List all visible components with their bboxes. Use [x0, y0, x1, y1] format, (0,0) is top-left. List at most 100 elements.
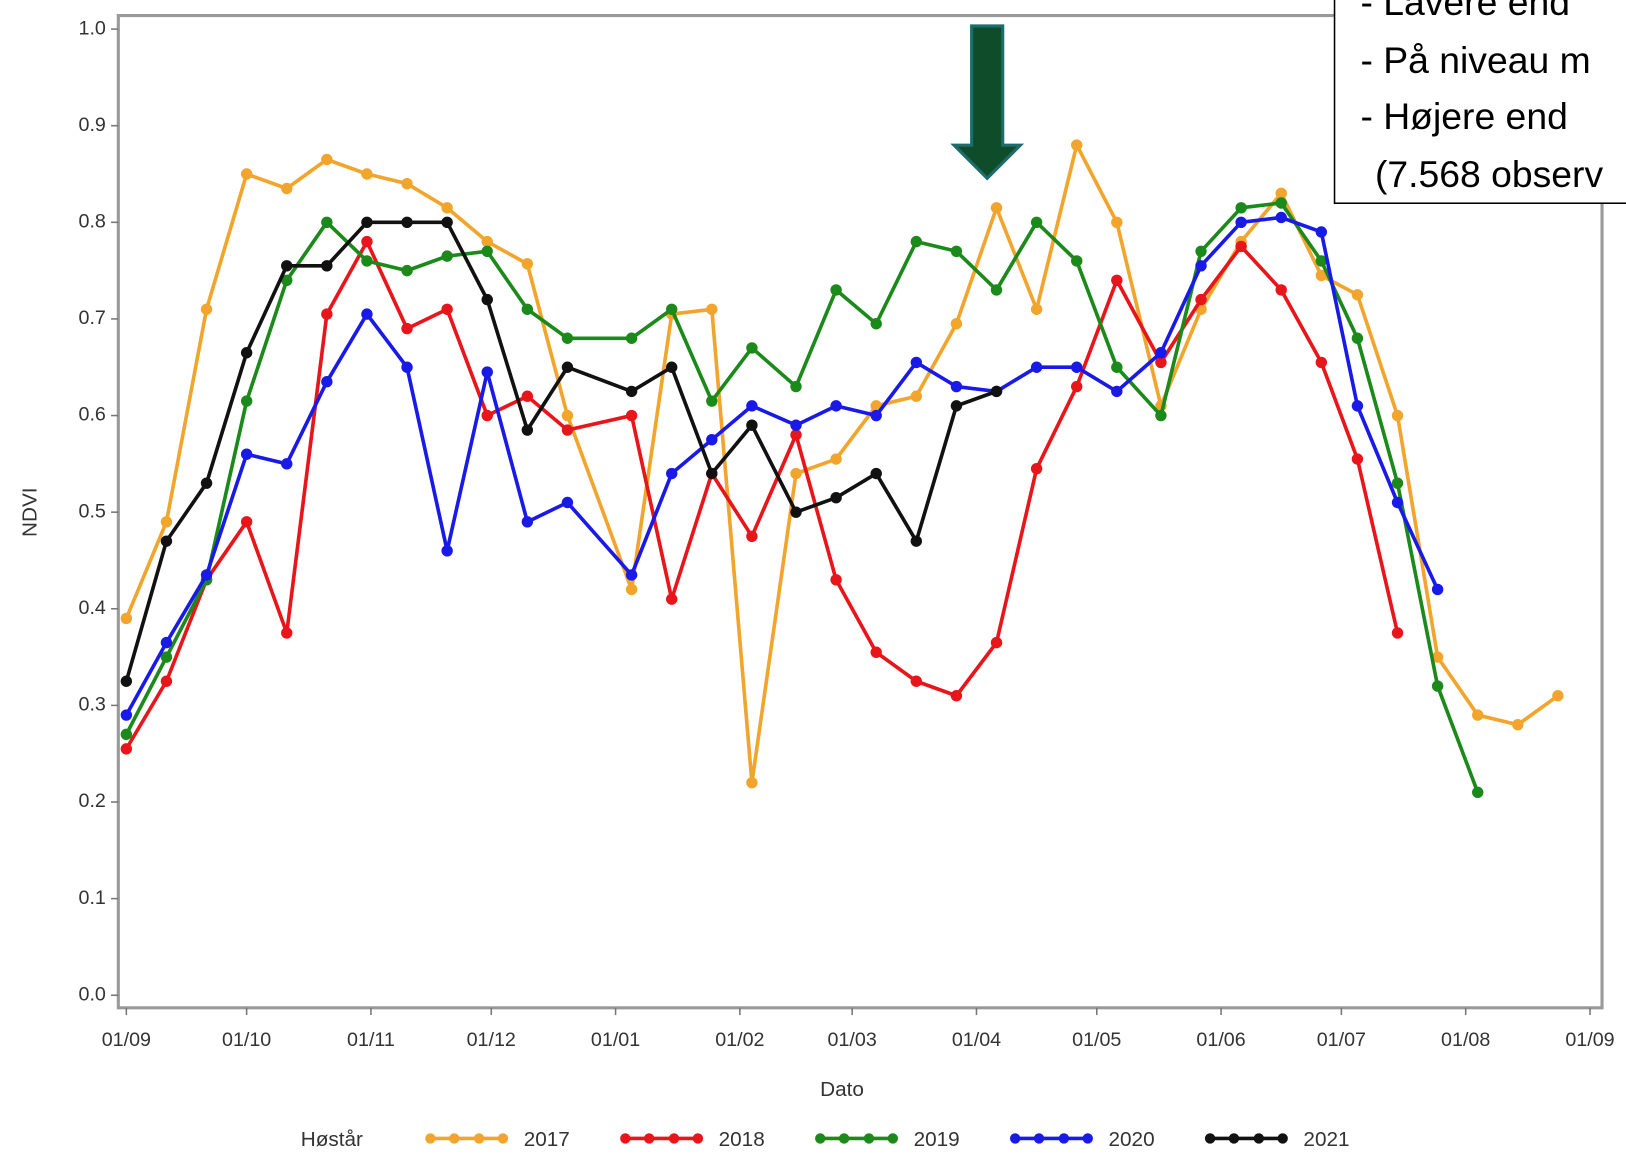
data-point — [830, 400, 842, 412]
data-point — [1155, 409, 1167, 422]
data-point — [1155, 356, 1167, 369]
data-point — [1111, 385, 1123, 398]
data-point — [401, 264, 413, 277]
data-point — [160, 516, 173, 528]
legend-marker — [449, 1133, 460, 1144]
series — [120, 235, 1404, 755]
data-point — [1552, 690, 1564, 702]
data-point — [1431, 651, 1444, 663]
data-point — [120, 728, 133, 741]
data-point — [746, 776, 758, 789]
data-point — [361, 308, 373, 320]
data-point — [1111, 361, 1123, 373]
data-point — [706, 467, 718, 480]
data-point — [401, 322, 413, 335]
data-point — [281, 260, 293, 272]
data-point — [401, 361, 413, 373]
y-tick-label: 0.6 — [79, 404, 106, 426]
y-tick-label: 0.3 — [79, 694, 106, 716]
data-point — [1030, 303, 1043, 315]
data-point — [561, 409, 574, 422]
legend-marker — [497, 1133, 509, 1144]
y-tick-label: 0.5 — [79, 500, 106, 522]
legend-marker — [1204, 1133, 1216, 1144]
legend-marker — [643, 1133, 655, 1144]
legend-label: 2017 — [524, 1128, 570, 1151]
data-point — [441, 216, 453, 229]
data-point — [706, 395, 718, 407]
x-tick-label: 01/03 — [828, 1029, 877, 1051]
x-tick-label: 01/02 — [715, 1029, 764, 1051]
data-point — [1315, 226, 1328, 238]
y-tick-label: 0.2 — [79, 790, 106, 812]
legend-marker — [425, 1133, 436, 1144]
data-point — [950, 380, 963, 393]
data-point — [1195, 245, 1207, 257]
data-point — [706, 433, 718, 446]
data-point — [1391, 477, 1404, 489]
data-point — [1315, 255, 1328, 267]
data-point — [1030, 216, 1043, 229]
data-point — [1512, 719, 1524, 731]
data-point — [521, 424, 534, 436]
data-point — [746, 419, 758, 431]
data-point — [120, 675, 133, 687]
data-point — [240, 395, 253, 407]
data-point — [200, 569, 213, 581]
data-point — [240, 516, 253, 528]
data-point — [870, 400, 882, 412]
y-tick-label: 0.7 — [79, 307, 106, 329]
y-tick-label: 0.4 — [79, 597, 106, 619]
x-axis-label: Dato — [820, 1078, 864, 1101]
data-point — [281, 458, 293, 470]
data-point — [321, 216, 333, 229]
data-point — [1235, 202, 1247, 214]
series-line — [124, 239, 1400, 750]
data-point — [521, 303, 534, 315]
annotation-box: - Lavere end - På niveau m - Højere end … — [1333, 0, 1626, 204]
data-point — [1472, 786, 1484, 799]
y-axis-label: NDVI — [19, 487, 42, 537]
data-point — [561, 496, 574, 509]
data-point — [481, 409, 493, 422]
data-point — [790, 467, 802, 480]
data-point — [990, 284, 1003, 296]
x-tick-label: 01/09 — [102, 1029, 151, 1051]
data-point — [481, 245, 493, 257]
data-point — [1071, 139, 1083, 151]
data-point — [625, 385, 638, 398]
y-tick-label: 0.0 — [79, 983, 106, 1005]
data-point — [561, 424, 574, 436]
x-tick-label: 01/01 — [591, 1029, 640, 1051]
data-point — [160, 651, 173, 663]
data-point — [441, 250, 453, 262]
x-tick-label: 01/11 — [347, 1029, 395, 1051]
data-point — [521, 390, 534, 402]
data-point — [281, 627, 293, 639]
data-point — [1351, 289, 1364, 301]
legend-title: Høstår — [301, 1128, 363, 1151]
legend-marker — [1253, 1133, 1265, 1144]
data-point — [401, 177, 413, 190]
legend-marker — [668, 1133, 680, 1144]
annotation-line: (7.568 observ — [1375, 153, 1604, 195]
data-point — [1030, 361, 1043, 373]
annotation-line: - På niveau m — [1360, 39, 1590, 81]
data-point — [625, 583, 638, 596]
legend-label: 2018 — [719, 1128, 765, 1151]
y-tick-label: 0.9 — [79, 114, 106, 136]
data-point — [666, 467, 678, 480]
legend-marker — [863, 1133, 875, 1144]
data-point — [870, 318, 882, 330]
data-point — [1351, 400, 1364, 412]
data-point — [1391, 409, 1404, 422]
legend-marker — [1228, 1133, 1240, 1144]
data-point — [1195, 293, 1207, 306]
data-point — [160, 675, 173, 687]
data-point — [910, 356, 923, 369]
data-point — [1275, 211, 1287, 224]
data-point — [120, 709, 133, 721]
series — [120, 139, 1564, 789]
data-point — [870, 646, 882, 658]
data-point — [790, 429, 802, 441]
